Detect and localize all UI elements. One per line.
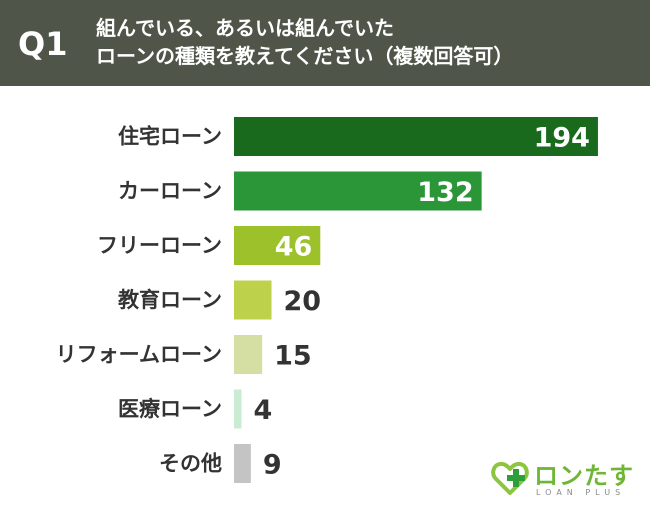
category-label: その他: [159, 452, 222, 476]
bar: [234, 280, 272, 320]
value-label: 20: [284, 286, 322, 317]
value-label: 46: [275, 232, 313, 263]
value-label: 194: [534, 123, 590, 154]
bar: [234, 444, 251, 483]
question-text: 組んでいる、あるいは組んでいた ローンの種類を教えてください（複数回答可）: [96, 14, 636, 70]
question-number: Q1: [18, 25, 68, 63]
bar: [234, 171, 482, 211]
category-label: リフォームローン: [56, 343, 222, 367]
question-header: Q1 組んでいる、あるいは組んでいた ローンの種類を教えてください（複数回答可）: [0, 0, 650, 86]
brand-logo: ロンたす LOAN PLUS: [490, 456, 640, 502]
value-label: 15: [274, 341, 312, 372]
bar: [234, 389, 242, 429]
brand-subtitle: LOAN PLUS: [536, 488, 626, 497]
category-label: フリーローン: [97, 234, 222, 258]
category-label: 教育ローン: [118, 288, 222, 312]
value-label: 4: [254, 395, 273, 426]
value-label: 132: [417, 177, 473, 208]
brand-name: ロンたす: [534, 462, 634, 490]
value-label: 9: [263, 450, 282, 481]
category-label: 医療ローン: [118, 397, 222, 421]
bar: [234, 117, 598, 156]
bar: [234, 335, 263, 374]
question-line-2: ローンの種類を教えてください（複数回答可）: [96, 44, 514, 68]
category-label: カーローン: [118, 179, 222, 203]
bar: [234, 226, 321, 265]
question-line-1: 組んでいる、あるいは組んでいた: [96, 16, 394, 40]
heart-plus-icon: [491, 461, 529, 495]
category-label: 住宅ローン: [118, 125, 222, 149]
